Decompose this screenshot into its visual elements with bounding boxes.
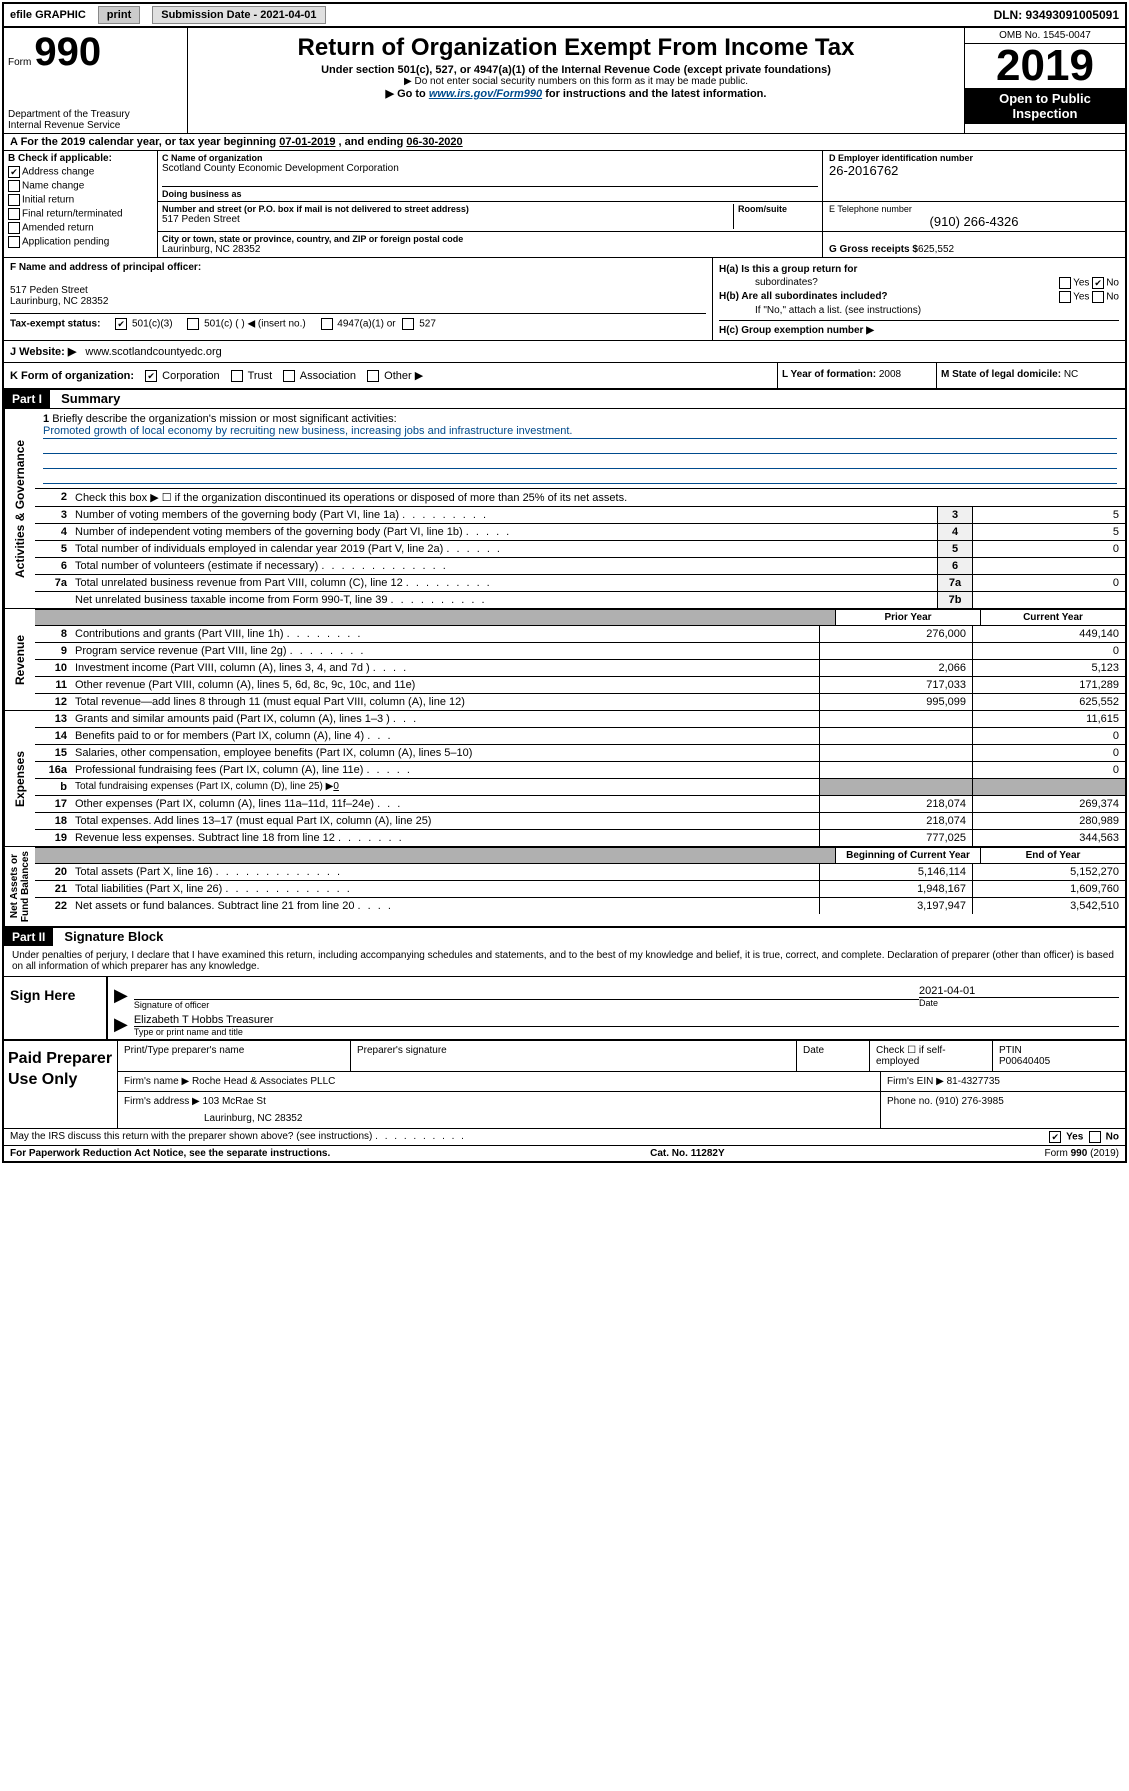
tax-year: 2019: [965, 44, 1125, 88]
perjury-text: Under penalties of perjury, I declare th…: [4, 946, 1125, 976]
mission-text: Promoted growth of local economy by recr…: [43, 425, 1117, 439]
sidelabel-ag: Activities & Governance: [4, 409, 35, 608]
chk-final[interactable]: Final return/terminated: [8, 208, 153, 220]
org-name-cell: C Name of organization Scotland County E…: [158, 151, 822, 201]
m-cell: M State of legal domicile: NC: [936, 363, 1125, 388]
period-begin: 07-01-2019: [279, 136, 335, 148]
chk-other[interactable]: [367, 370, 379, 382]
form-header: Form 990 Department of the Treasury Inte…: [4, 28, 1125, 134]
gross-cell: G Gross receipts $ 625,552: [822, 232, 1125, 257]
discuss-row: May the IRS discuss this return with the…: [4, 1128, 1125, 1145]
print-button[interactable]: print: [98, 6, 140, 24]
row-j: J Website: ▶ www.scotlandcountyedc.org: [4, 341, 1125, 363]
sign-here-row: Sign Here ▶ Signature of officer 2021-04…: [4, 976, 1125, 1039]
col-b: B Check if applicable: Address change Na…: [4, 151, 158, 257]
open-to-public: Open to Public Inspection: [965, 88, 1125, 124]
chk-hb-yes[interactable]: [1059, 291, 1071, 303]
part2-title: Signature Block: [56, 927, 171, 946]
officer-name: Elizabeth T Hobbs Treasurer: [134, 1014, 1119, 1026]
form-990-container: efile GRAPHIC print Submission Date - 20…: [2, 2, 1127, 1163]
efile-link[interactable]: efile GRAPHIC: [10, 9, 86, 21]
header-sub3: ▶ Go to www.irs.gov/Form990 for instruct…: [192, 87, 960, 100]
row-fh: F Name and address of principal officer:…: [4, 258, 1125, 341]
chk-trust[interactable]: [231, 370, 243, 382]
chk-corp[interactable]: [145, 370, 157, 382]
dept-treasury: Department of the Treasury Internal Reve…: [8, 109, 183, 131]
col-cde: C Name of organization Scotland County E…: [158, 151, 1125, 257]
h-cell: H(a) Is this a group return for subordin…: [713, 258, 1125, 340]
part1-header: Part I: [4, 390, 50, 408]
part-1: Part I Summary Activities & Governance 1…: [4, 390, 1125, 928]
form-number: 990: [34, 30, 101, 74]
header-center: Return of Organization Exempt From Incom…: [188, 28, 964, 133]
chk-assoc[interactable]: [283, 370, 295, 382]
sidelabel-expenses: Expenses: [4, 711, 35, 846]
chk-4947[interactable]: [321, 318, 333, 330]
website-link[interactable]: www.scotlandcountyedc.org: [85, 346, 221, 358]
chk-app-pending[interactable]: Application pending: [8, 236, 153, 248]
header-left: Form 990 Department of the Treasury Inte…: [4, 28, 188, 133]
part1-title: Summary: [53, 389, 128, 408]
section-bcd: B Check if applicable: Address change Na…: [4, 151, 1125, 258]
chk-501c3[interactable]: [115, 318, 127, 330]
paid-preparer-row: Paid Preparer Use Only Print/Type prepar…: [4, 1039, 1125, 1128]
bottom-row: For Paperwork Reduction Act Notice, see …: [4, 1145, 1125, 1161]
header-sub1: Under section 501(c), 527, or 4947(a)(1)…: [192, 64, 960, 76]
header-sub2: ▶ Do not enter social security numbers o…: [192, 76, 960, 87]
tel-cell: E Telephone number (910) 266-4326: [822, 202, 1125, 231]
row-klm: K Form of organization: Corporation Trus…: [4, 363, 1125, 390]
k-cell: K Form of organization: Corporation Trus…: [4, 363, 777, 388]
chk-527[interactable]: [402, 318, 414, 330]
chk-addr-change[interactable]: Address change: [8, 166, 153, 178]
expenses-section: Expenses 13Grants and similar amounts pa…: [4, 711, 1125, 847]
ag-section: Activities & Governance 1 Briefly descri…: [4, 409, 1125, 609]
chk-name-change[interactable]: Name change: [8, 180, 153, 192]
paid-preparer-label: Paid Preparer Use Only: [4, 1041, 118, 1128]
ein-cell: D Employer identification number 26-2016…: [822, 151, 1125, 201]
sidelabel-revenue: Revenue: [4, 609, 35, 710]
form-prefix: Form: [8, 57, 31, 68]
chk-initial[interactable]: Initial return: [8, 194, 153, 206]
form-title: Return of Organization Exempt From Incom…: [192, 34, 960, 62]
header-right: OMB No. 1545-0047 2019 Open to Public In…: [964, 28, 1125, 133]
period-end: 06-30-2020: [406, 136, 462, 148]
period-row: A For the 2019 calendar year, or tax yea…: [4, 134, 1125, 151]
part-2: Part II Signature Block Under penalties …: [4, 928, 1125, 1145]
sign-here-label: Sign Here: [4, 977, 108, 1039]
dln-text: DLN: 93493091005091: [988, 6, 1125, 24]
irs-link[interactable]: www.irs.gov/Form990: [429, 88, 542, 100]
chk-501c[interactable]: [187, 318, 199, 330]
chk-ha-no[interactable]: [1092, 277, 1104, 289]
submission-date-button[interactable]: Submission Date - 2021-04-01: [152, 6, 325, 24]
chk-discuss-yes[interactable]: [1049, 1131, 1061, 1143]
part2-header: Part II: [4, 928, 53, 946]
l-cell: L Year of formation: 2008: [777, 363, 936, 388]
chk-ha-yes[interactable]: [1059, 277, 1071, 289]
chk-amended[interactable]: Amended return: [8, 222, 153, 234]
sidelabel-netassets: Net Assets or Fund Balances: [4, 847, 35, 926]
f-cell: F Name and address of principal officer:…: [4, 258, 713, 340]
netassets-section: Net Assets or Fund Balances Beginning of…: [4, 847, 1125, 928]
chk-hb-no[interactable]: [1092, 291, 1104, 303]
top-bar: efile GRAPHIC print Submission Date - 20…: [4, 4, 1125, 28]
revenue-section: Revenue Prior YearCurrent Year 8Contribu…: [4, 609, 1125, 711]
chk-discuss-no[interactable]: [1089, 1131, 1101, 1143]
